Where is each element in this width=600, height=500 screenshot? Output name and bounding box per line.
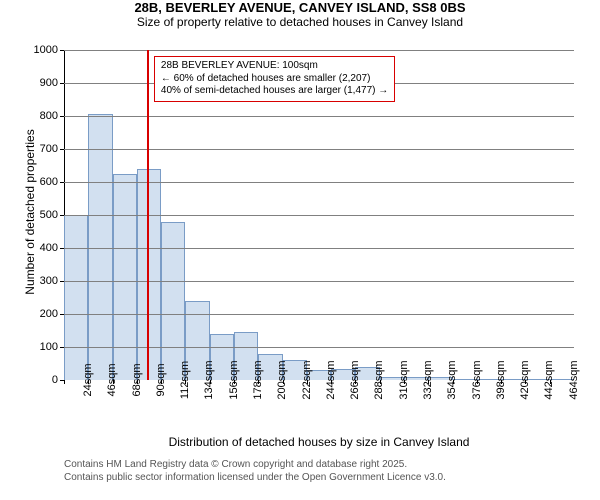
ytick-mark <box>60 281 64 282</box>
gridline <box>64 50 574 51</box>
chart-container: 28B, BEVERLEY AVENUE, CANVEY ISLAND, SS8… <box>0 0 600 500</box>
ytick-mark <box>60 215 64 216</box>
x-axis-label: Distribution of detached houses by size … <box>64 435 574 449</box>
xtick-label: 464sqm <box>550 360 580 399</box>
histogram-bar <box>64 215 88 380</box>
annotation-smaller: ← 60% of detached houses are smaller (2,… <box>161 73 388 86</box>
footer-line-2: Contains public sector information licen… <box>64 471 446 484</box>
histogram-bar <box>113 174 137 380</box>
footer: Contains HM Land Registry data © Crown c… <box>64 458 446 484</box>
gridline <box>64 347 574 348</box>
ytick-mark <box>60 248 64 249</box>
property-marker-line <box>147 50 149 380</box>
histogram-bar <box>161 222 185 380</box>
y-axis-label: Number of detached properties <box>23 122 37 302</box>
gridline <box>64 149 574 150</box>
ytick-mark <box>60 149 64 150</box>
ytick-mark <box>60 50 64 51</box>
ytick-mark <box>60 347 64 348</box>
ytick-mark <box>60 116 64 117</box>
annotation-property: 28B BEVERLEY AVENUE: 100sqm <box>161 60 388 73</box>
ytick-mark <box>60 83 64 84</box>
chart-title: 28B, BEVERLEY AVENUE, CANVEY ISLAND, SS8… <box>0 0 600 15</box>
gridline <box>64 314 574 315</box>
chart-subtitle: Size of property relative to detached ho… <box>0 15 600 29</box>
plot-area: 01002003004005006007008009001000 24sqm46… <box>64 50 574 380</box>
footer-line-1: Contains HM Land Registry data © Crown c… <box>64 458 446 471</box>
gridline <box>64 215 574 216</box>
ytick-mark <box>60 182 64 183</box>
ytick-mark <box>60 314 64 315</box>
annotation-box: 28B BEVERLEY AVENUE: 100sqm ← 60% of det… <box>154 56 395 102</box>
gridline <box>64 248 574 249</box>
gridline <box>64 116 574 117</box>
histogram-bar <box>137 169 161 380</box>
gridline <box>64 182 574 183</box>
annotation-larger: 40% of semi-detached houses are larger (… <box>161 85 388 98</box>
gridline <box>64 281 574 282</box>
